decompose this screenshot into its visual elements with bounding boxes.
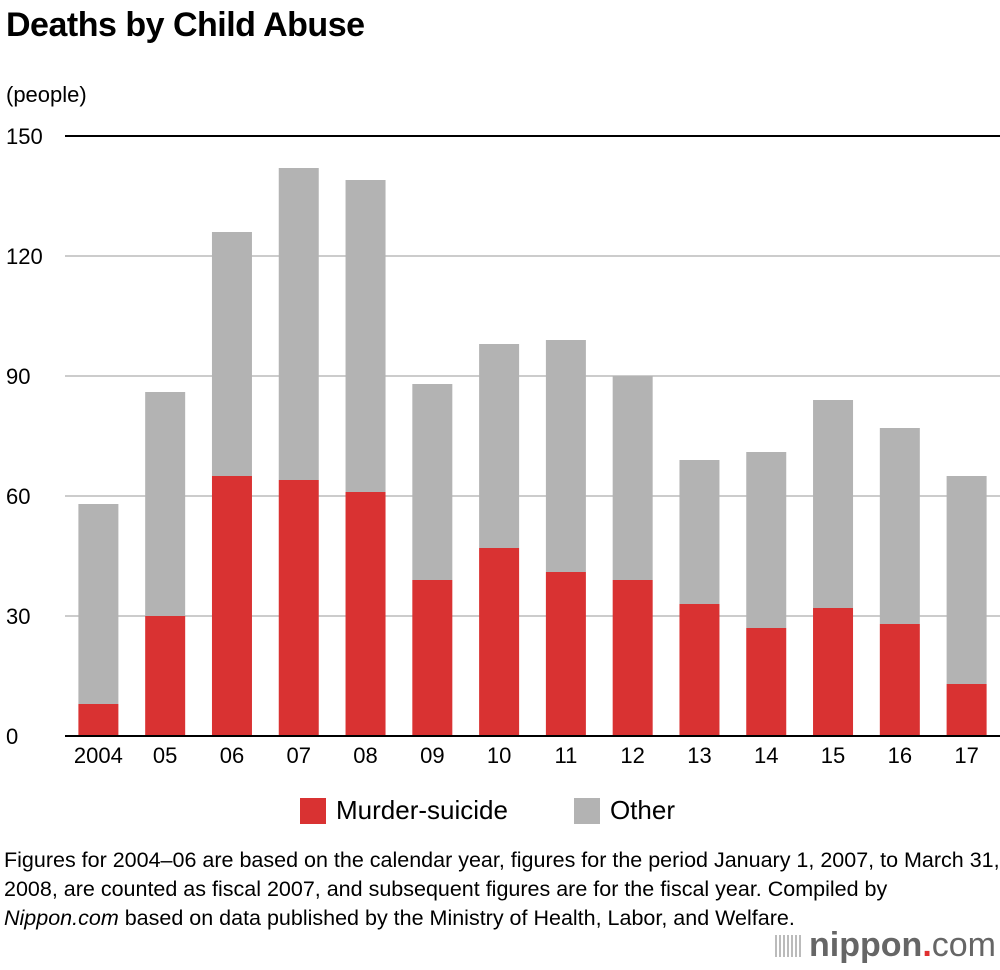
x-tick-label: 06 <box>220 743 244 768</box>
bar-murder-suicide-08 <box>345 492 386 736</box>
bar-murder-suicide-06 <box>211 476 252 736</box>
logo-dot: . <box>922 926 932 964</box>
bar-other-09 <box>412 384 453 580</box>
note-italic: Nippon.com <box>4 906 119 930</box>
legend-label: Murder-suicide <box>336 795 508 825</box>
y-tick-label: 30 <box>6 604 30 629</box>
x-tick-label: 12 <box>620 743 644 768</box>
legend: Murder-suicide Other <box>300 795 741 826</box>
nippon-logo: nippon. com <box>775 926 996 965</box>
bar-other-2004 <box>78 504 119 704</box>
legend-label: Other <box>609 795 675 825</box>
bar-other-06 <box>211 232 252 476</box>
x-tick-label: 11 <box>554 743 577 768</box>
y-tick-label: 60 <box>6 484 30 509</box>
bar-other-07 <box>278 168 319 480</box>
logo-mark-icon <box>775 934 802 957</box>
logo-name: nippon <box>809 926 923 964</box>
bar-murder-suicide-17 <box>946 684 987 736</box>
x-tick-label: 05 <box>153 743 177 768</box>
bar-other-17 <box>946 476 987 684</box>
bar-murder-suicide-12 <box>612 580 653 736</box>
legend-item-other: Other <box>573 795 675 826</box>
bar-other-12 <box>612 376 653 580</box>
x-tick-label: 09 <box>420 743 444 768</box>
bar-murder-suicide-10 <box>479 548 520 736</box>
y-axis-label: (people) <box>6 82 87 107</box>
x-tick-label: 07 <box>287 743 311 768</box>
y-tick-label: 120 <box>6 244 43 269</box>
bar-other-16 <box>879 428 920 624</box>
y-tick-label: 90 <box>6 364 30 389</box>
bar-murder-suicide-16 <box>879 624 920 736</box>
source-note: Figures for 2004–06 are based on the cal… <box>4 846 1000 933</box>
legend-swatch-murder-suicide <box>300 797 326 824</box>
bar-murder-suicide-07 <box>278 480 319 736</box>
y-tick-label: 0 <box>6 724 18 749</box>
x-tick-label: 14 <box>754 743 778 768</box>
legend-swatch-other <box>573 797 600 824</box>
bar-murder-suicide-05 <box>145 616 186 736</box>
bar-murder-suicide-2004 <box>78 704 119 736</box>
bar-other-05 <box>145 392 186 616</box>
x-tick-label: 17 <box>954 743 978 768</box>
bar-murder-suicide-13 <box>679 604 720 736</box>
chart-title: Deaths by Child Abuse <box>6 6 365 44</box>
legend-item-murder-suicide: Murder-suicide <box>300 795 508 826</box>
x-tick-label: 13 <box>687 743 711 768</box>
stacked-bar-chart: 0 30 60 90 120 150 2004 05 06 07 08 09 10 11 12 13 14 15 1… <box>6 124 1000 768</box>
note-text: Figures for 2004–06 are based on the cal… <box>4 848 1000 901</box>
x-tick-label: 08 <box>353 743 377 768</box>
bar-murder-suicide-15 <box>813 608 854 736</box>
bar-other-13 <box>679 460 720 604</box>
x-tick-label: 10 <box>487 743 511 768</box>
bar-other-14 <box>746 452 787 628</box>
x-tick-label: 16 <box>888 743 912 768</box>
logo-suffix: com <box>931 926 996 964</box>
bar-other-08 <box>345 180 386 492</box>
bar-murder-suicide-14 <box>746 628 787 736</box>
y-tick-label: 150 <box>6 124 43 149</box>
bar-murder-suicide-09 <box>412 580 453 736</box>
note-text-end: based on data published by the Ministry … <box>118 906 795 930</box>
x-tick-label: 2004 <box>74 743 123 768</box>
bar-other-15 <box>813 400 854 608</box>
bar-other-11 <box>545 340 586 572</box>
bar-other-10 <box>479 344 520 548</box>
bar-murder-suicide-11 <box>545 572 586 736</box>
x-tick-label: 15 <box>821 743 845 768</box>
